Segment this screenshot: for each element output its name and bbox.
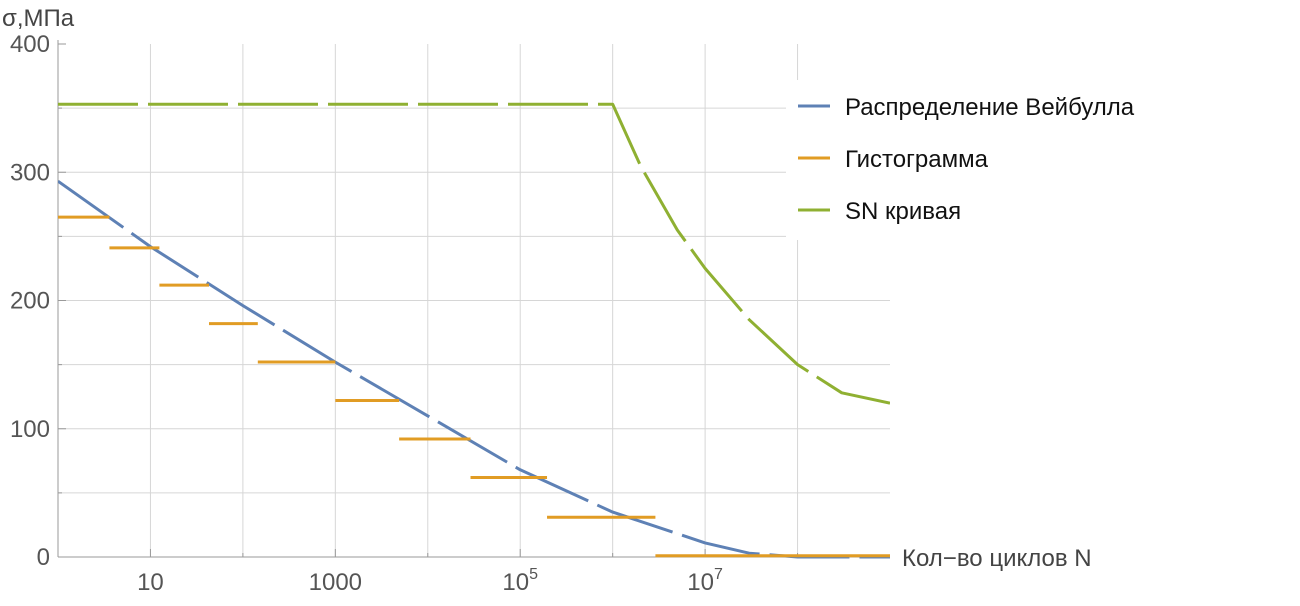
legend-label-sn-curve: SN кривая (845, 198, 961, 225)
legend: Распределение Вейбулла Гистограмма SN кр… (786, 80, 1216, 240)
legend-label-weibull: Распределение Вейбулла (845, 94, 1135, 121)
series-sn-curve-line (58, 102, 890, 405)
y-tick-label: 300 (10, 159, 50, 186)
series-layer (58, 102, 890, 559)
x-tick-label: 105 (502, 566, 538, 596)
y-tick-label: 0 (37, 544, 50, 571)
y-axis-title: σ,МПа (2, 5, 75, 32)
x-axis-title: Кол−во циклов N (902, 545, 1092, 572)
y-tick-label: 400 (10, 31, 50, 58)
series-weibull-line (58, 179, 890, 559)
legend-label-histogram: Гистограмма (845, 146, 989, 173)
legend-background (786, 80, 1216, 240)
x-tick-label: 10 (137, 569, 164, 596)
x-tick-label: 1000 (309, 569, 362, 596)
y-tick-label: 200 (10, 288, 50, 315)
axes: 0 100 200 300 400 10 1000 105 107 (10, 31, 890, 596)
x-tick-label: 107 (687, 566, 723, 596)
y-tick-label: 100 (10, 416, 50, 443)
grid (58, 44, 890, 557)
